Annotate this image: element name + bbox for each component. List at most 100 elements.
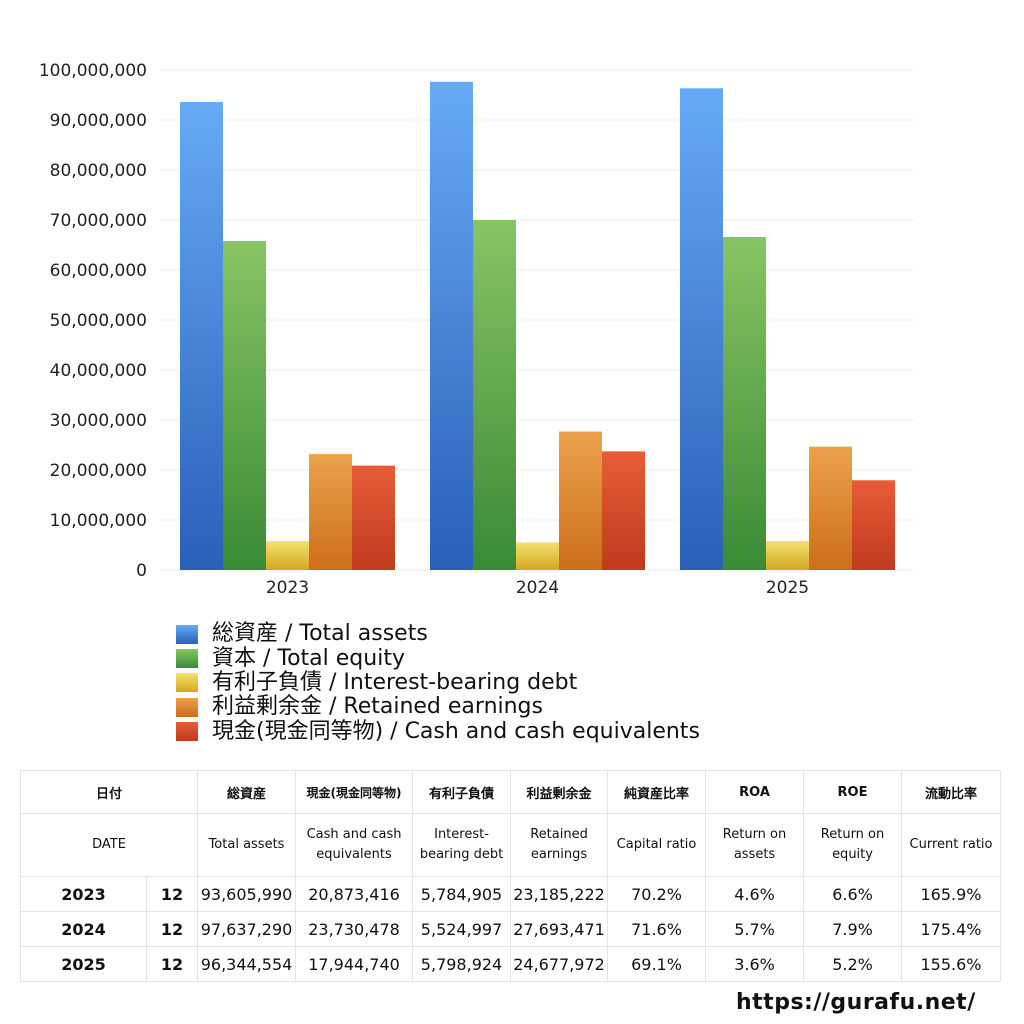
x-tick-label: 2024 (516, 578, 559, 598)
cell-debt: 5,784,905 (412, 876, 512, 912)
bar-2023-series-2 (266, 541, 309, 570)
cell-total-assets: 97,637,290 (197, 911, 297, 947)
header-debt-jp: 有利子負債 (412, 770, 512, 814)
cell-capital-ratio: 71.6% (607, 911, 707, 947)
y-tick-label: 10,000,000 (50, 511, 147, 531)
cell-retained: 24,677,972 (510, 946, 609, 982)
table-header-jp: 日付 総資産 現金(現金同等物) 有利子負債 利益剰余金 純資産比率 ROA R… (19, 770, 1002, 814)
row-month: 12 (145, 946, 199, 982)
cell-debt: 5,798,924 (412, 946, 512, 982)
bar-2023-series-4 (352, 465, 395, 570)
bar-2023-series-3 (309, 454, 352, 570)
bar-2024-series-1 (473, 220, 516, 570)
y-tick-label: 40,000,000 (50, 361, 147, 381)
y-tick-label: 70,000,000 (50, 211, 147, 231)
legend-label: 現金(現金同等物) / Cash and cash equivalents (212, 718, 700, 744)
legend-swatch (176, 649, 198, 669)
legend-item-interest-bearing-debt: 有利子負債 / Interest-bearing debt (176, 670, 700, 695)
cell-roa: 4.6% (705, 876, 805, 912)
cell-roe: 6.6% (803, 876, 903, 912)
table-header-en: DATE Total assets Cash and cash equivale… (19, 813, 1002, 877)
cell-debt: 5,524,997 (412, 911, 512, 947)
header-roa-en: Return on assets (705, 813, 805, 877)
cell-cash: 17,944,740 (295, 946, 414, 982)
cell-capital-ratio: 70.2% (607, 876, 707, 912)
header-total-assets-en: Total assets (197, 813, 297, 877)
cell-current-ratio: 165.9% (901, 876, 1002, 912)
legend-item-retained-earnings: 利益剰余金 / Retained earnings (176, 695, 700, 719)
cell-total-assets: 96,344,554 (197, 946, 297, 982)
legend-label: 利益剰余金 / Retained earnings (212, 694, 543, 720)
header-total-assets-jp: 総資産 (197, 770, 297, 814)
row-year: 2023 (20, 876, 147, 912)
legend-item-cash: 現金(現金同等物) / Cash and cash equivalents (176, 718, 700, 744)
bar-2025-series-2 (766, 541, 809, 570)
header-roa: ROA (705, 770, 805, 814)
bar-chart: 0 10,000,000 20,000,000 30,000,000 40,000,00… (39, 61, 914, 598)
header-current-ratio-en: Current ratio (901, 813, 1002, 877)
x-axis-tick-labels: 2023 2024 2025 (266, 578, 809, 598)
header-date-jp: 日付 (19, 770, 199, 814)
x-tick-label: 2025 (766, 578, 809, 598)
cell-current-ratio: 155.6% (901, 946, 1002, 982)
bar-2024-series-3 (559, 431, 602, 570)
header-current-ratio-jp: 流動比率 (901, 770, 1002, 814)
cell-roa: 5.7% (705, 911, 805, 947)
y-tick-label: 30,000,000 (50, 411, 147, 431)
legend-swatch (176, 697, 198, 717)
cell-capital-ratio: 69.1% (607, 946, 707, 982)
header-capital-ratio-en: Capital ratio (607, 813, 707, 877)
header-cash-jp: 現金(現金同等物) (295, 770, 414, 814)
legend-item-total-assets: 総資産 / Total assets (176, 622, 700, 646)
y-tick-label: 90,000,000 (50, 111, 147, 131)
header-debt-en: Interest-bearing debt (412, 813, 512, 877)
bar-2024-series-4 (602, 451, 645, 570)
y-tick-label: 0 (136, 561, 147, 581)
bar-2023-series-1 (223, 241, 266, 570)
header-retained-jp: 利益剰余金 (510, 770, 609, 814)
legend-swatch (176, 722, 198, 742)
cell-roe: 5.2% (803, 946, 903, 982)
x-tick-label: 2023 (266, 578, 309, 598)
y-axis-tick-labels: 0 10,000,000 20,000,000 30,000,000 40,000,00… (39, 61, 147, 581)
bar-2025-series-1 (723, 237, 766, 570)
header-roe-en: Return on equity (803, 813, 903, 877)
header-cash-en: Cash and cash equivalents (295, 813, 414, 877)
bar-series (180, 81, 895, 571)
header-date-en: DATE (19, 813, 199, 877)
cell-cash: 23,730,478 (295, 911, 414, 947)
chart-legend: 総資産 / Total assets 資本 / Total equity 有利子… (176, 622, 700, 744)
header-capital-ratio-jp: 純資産比率 (607, 770, 707, 814)
bar-2024-series-0 (430, 81, 473, 571)
bar-2025-series-0 (680, 88, 723, 571)
header-roe: ROE (803, 770, 903, 814)
cell-current-ratio: 175.4% (901, 911, 1002, 947)
row-year: 2025 (20, 946, 147, 982)
cell-cash: 20,873,416 (295, 876, 414, 912)
legend-item-total-equity: 資本 / Total equity (176, 646, 700, 670)
y-tick-label: 50,000,000 (50, 311, 147, 331)
cell-roa: 3.6% (705, 946, 805, 982)
row-year: 2024 (20, 911, 147, 947)
cell-roe: 7.9% (803, 911, 903, 947)
grid-lines (160, 69, 914, 571)
y-tick-label: 60,000,000 (50, 261, 147, 281)
legend-swatch (176, 624, 198, 644)
site-url[interactable]: https://gurafu.net/ (736, 990, 976, 1015)
table-row: 2024 12 97,637,290 23,730,478 5,524,997 … (20, 911, 1002, 947)
y-tick-label: 80,000,000 (50, 161, 147, 181)
table-row: 2023 12 93,605,990 20,873,416 5,784,905 … (20, 876, 1002, 912)
bar-2025-series-3 (809, 446, 852, 570)
legend-label: 総資産 / Total assets (212, 621, 428, 647)
bar-2024-series-2 (516, 542, 559, 570)
row-month: 12 (145, 876, 199, 912)
bar-2023-series-0 (180, 101, 223, 571)
bar-2025-series-4 (852, 480, 895, 570)
y-tick-label: 20,000,000 (50, 461, 147, 481)
row-month: 12 (145, 911, 199, 947)
header-retained-en: Retained earnings (510, 813, 609, 877)
table-row: 2025 12 96,344,554 17,944,740 5,798,924 … (20, 946, 1002, 982)
legend-label: 資本 / Total equity (212, 645, 405, 671)
cell-retained: 23,185,222 (510, 876, 609, 912)
legend-swatch (176, 673, 198, 693)
